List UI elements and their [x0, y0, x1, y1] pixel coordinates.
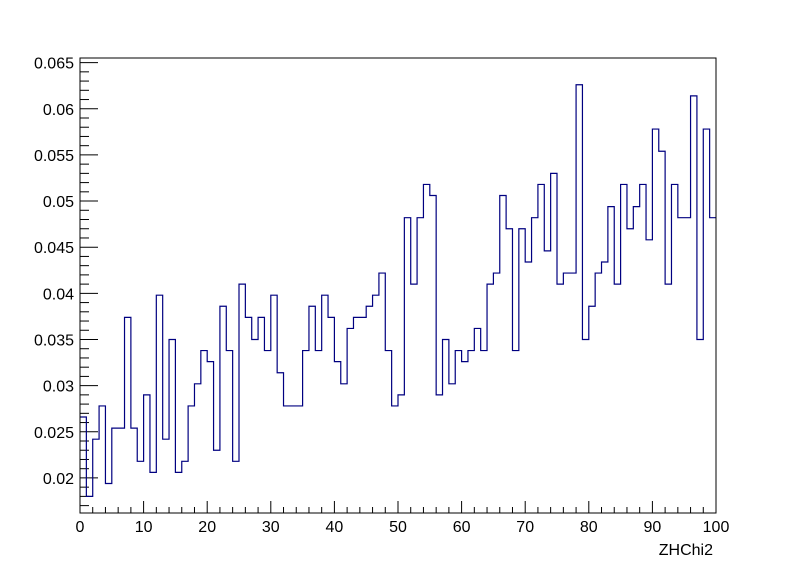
y-tick-label: 0.03 — [43, 379, 74, 396]
y-axis-tick-labels: 0.02 0.025 0.03 0.035 0.04 0.045 0.05 0.055 0.06… — [34, 56, 74, 488]
x-tick-label: 70 — [516, 519, 534, 536]
y-tick-label: 0.065 — [34, 56, 74, 73]
y-tick-label: 0.055 — [34, 148, 74, 165]
x-tick-label: 90 — [644, 519, 662, 536]
histogram-series-line — [80, 84, 716, 497]
y-tick-label: 0.035 — [34, 332, 74, 349]
x-tick-label: 20 — [198, 519, 216, 536]
x-tick-label: 100 — [703, 519, 730, 536]
y-tick-label: 0.06 — [43, 102, 74, 119]
plot-frame — [79, 57, 717, 514]
x-tick-label: 30 — [262, 519, 280, 536]
x-axis-title: ZHChi2 — [659, 542, 713, 559]
x-tick-label: 0 — [76, 519, 85, 536]
y-tick-label: 0.04 — [43, 286, 74, 303]
x-tick-label: 60 — [453, 519, 471, 536]
y-tick-label: 0.045 — [34, 240, 74, 257]
y-axis-ticks — [80, 62, 98, 507]
x-tick-label: 80 — [580, 519, 598, 536]
x-axis-tick-labels: 0 10 20 30 40 50 60 70 80 90 100 — [76, 519, 730, 536]
x-tick-label: 50 — [389, 519, 407, 536]
y-tick-label: 0.02 — [43, 471, 74, 488]
x-tick-label: 10 — [135, 519, 153, 536]
x-tick-label: 40 — [326, 519, 344, 536]
y-tick-label: 0.05 — [43, 194, 74, 211]
y-tick-label: 0.025 — [34, 425, 74, 442]
